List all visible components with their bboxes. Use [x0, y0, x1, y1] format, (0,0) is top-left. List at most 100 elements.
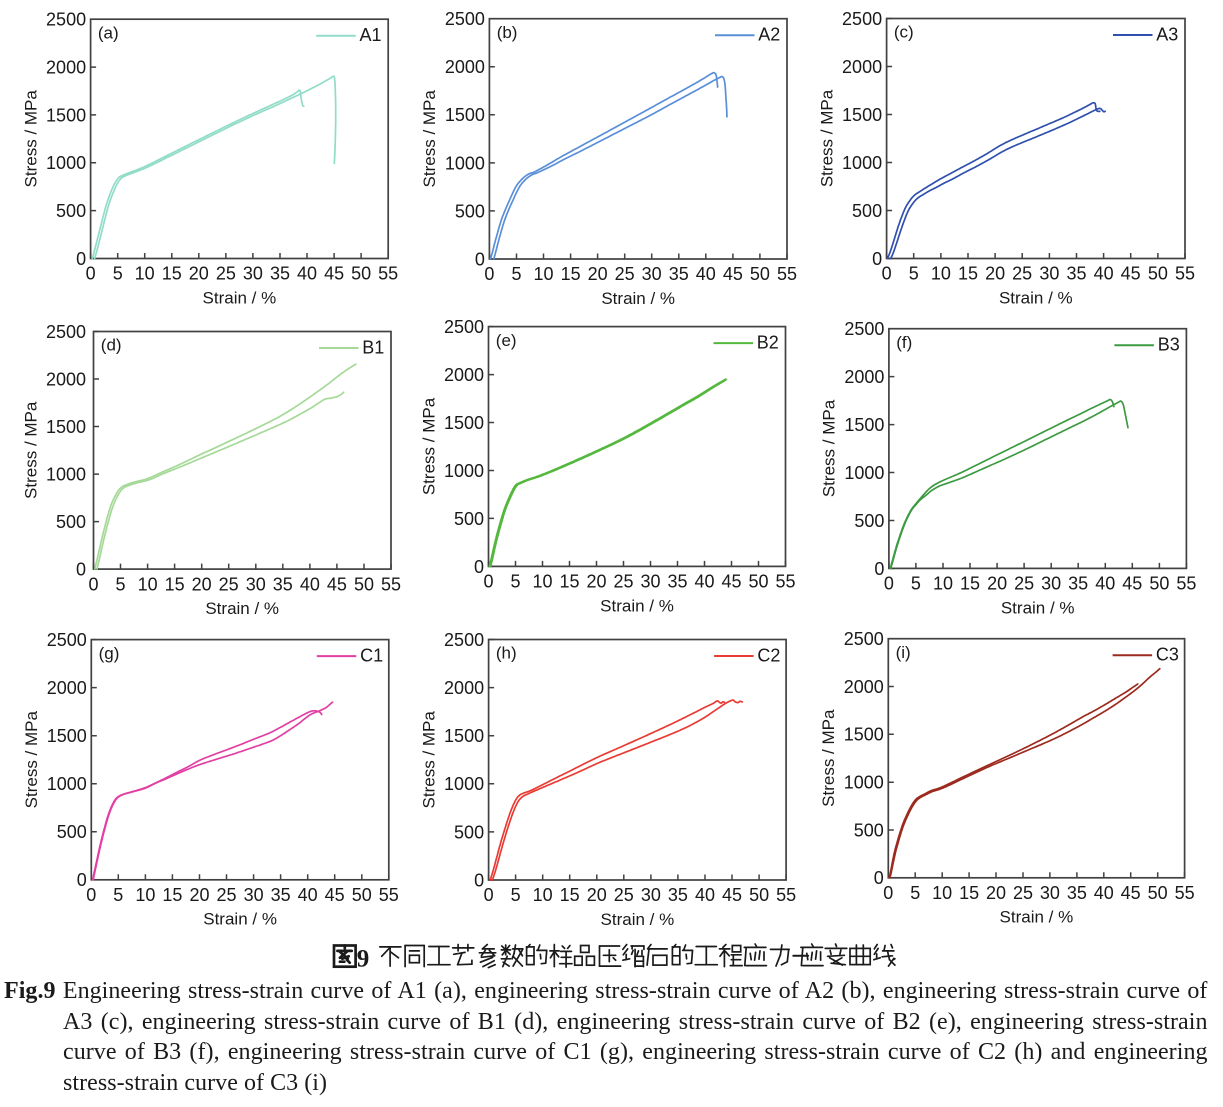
svg-text:2000: 2000 [444, 678, 484, 698]
svg-text:30: 30 [244, 885, 264, 905]
svg-text:50: 50 [351, 264, 371, 284]
svg-text:1000: 1000 [844, 463, 884, 483]
svg-text:50: 50 [352, 885, 372, 905]
svg-text:5: 5 [113, 885, 123, 905]
svg-text:25: 25 [613, 572, 633, 592]
svg-text:Stress / MPa: Stress / MPa [820, 399, 839, 497]
svg-text:Stress / MPa: Stress / MPa [22, 711, 41, 809]
svg-text:30: 30 [243, 264, 263, 284]
svg-text:45: 45 [325, 885, 345, 905]
svg-text:20: 20 [588, 264, 608, 284]
svg-text:1500: 1500 [444, 726, 484, 746]
svg-text:1500: 1500 [444, 413, 484, 433]
svg-text:1500: 1500 [46, 105, 86, 125]
svg-text:40: 40 [298, 885, 318, 905]
svg-text:0: 0 [483, 572, 493, 592]
svg-text:2500: 2500 [444, 317, 484, 337]
svg-text:1000: 1000 [842, 153, 882, 173]
svg-text:10: 10 [533, 264, 553, 284]
svg-text:45: 45 [723, 264, 743, 284]
svg-text:Strain / %: Strain / % [203, 288, 277, 307]
svg-text:(f): (f) [896, 333, 912, 352]
svg-text:5: 5 [115, 574, 125, 594]
svg-text:35: 35 [668, 885, 688, 905]
svg-text:2000: 2000 [842, 57, 882, 77]
svg-text:2500: 2500 [47, 630, 87, 650]
svg-text:0: 0 [883, 883, 893, 903]
svg-text:0: 0 [474, 557, 484, 577]
svg-text:25: 25 [1014, 574, 1034, 594]
svg-text:(c): (c) [894, 23, 914, 42]
svg-text:500: 500 [852, 201, 882, 221]
svg-text:50: 50 [749, 885, 769, 905]
svg-text:1000: 1000 [444, 774, 484, 794]
svg-text:35: 35 [273, 574, 293, 594]
svg-text:B1: B1 [362, 337, 384, 357]
svg-text:10: 10 [135, 264, 155, 284]
svg-text:(e): (e) [496, 331, 517, 350]
svg-text:25: 25 [219, 574, 239, 594]
svg-text:0: 0 [86, 885, 96, 905]
svg-text:20: 20 [192, 574, 212, 594]
svg-text:30: 30 [641, 885, 661, 905]
svg-text:2000: 2000 [844, 367, 884, 387]
svg-text:Strain / %: Strain / % [999, 288, 1073, 307]
svg-text:(b): (b) [497, 23, 518, 42]
svg-text:Stress / MPa: Stress / MPa [817, 89, 836, 187]
svg-text:9: 9 [357, 946, 370, 973]
svg-text:1000: 1000 [844, 773, 884, 793]
svg-text:(h): (h) [496, 644, 517, 663]
svg-text:0: 0 [484, 885, 494, 905]
svg-text:Strain / %: Strain / % [601, 910, 675, 929]
svg-text:(g): (g) [99, 644, 120, 663]
svg-text:Stress / MPa: Stress / MPa [819, 709, 838, 807]
svg-text:Strain / %: Strain / % [203, 910, 277, 929]
svg-text:500: 500 [454, 822, 484, 842]
svg-text:500: 500 [454, 509, 484, 529]
svg-text:0: 0 [874, 559, 884, 579]
svg-text:2000: 2000 [46, 58, 86, 78]
svg-text:0: 0 [474, 870, 484, 890]
svg-text:A3: A3 [1156, 24, 1178, 44]
svg-text:15: 15 [165, 574, 185, 594]
svg-text:20: 20 [586, 572, 606, 592]
svg-text:0: 0 [76, 560, 86, 580]
svg-text:35: 35 [270, 264, 290, 284]
svg-text:5: 5 [511, 885, 521, 905]
svg-text:2500: 2500 [844, 629, 884, 649]
svg-text:Stress / MPa: Stress / MPa [21, 401, 40, 499]
svg-text:35: 35 [669, 264, 689, 284]
svg-text:5: 5 [511, 264, 521, 284]
svg-text:40: 40 [695, 885, 715, 905]
svg-text:30: 30 [640, 572, 660, 592]
svg-text:1000: 1000 [444, 461, 484, 481]
svg-text:15: 15 [959, 883, 979, 903]
svg-text:55: 55 [775, 572, 795, 592]
svg-text:B2: B2 [757, 333, 779, 353]
svg-text:(d): (d) [101, 336, 122, 355]
svg-text:45: 45 [1122, 574, 1142, 594]
svg-text:25: 25 [615, 264, 635, 284]
svg-text:55: 55 [777, 264, 797, 284]
svg-text:C1: C1 [360, 646, 383, 666]
svg-text:C3: C3 [1156, 645, 1179, 665]
svg-text:30: 30 [1040, 883, 1060, 903]
svg-text:Strain / %: Strain / % [205, 599, 279, 618]
svg-text:2000: 2000 [844, 677, 884, 697]
svg-text:1500: 1500 [844, 415, 884, 435]
svg-text:50: 50 [354, 574, 374, 594]
svg-text:20: 20 [986, 883, 1006, 903]
svg-text:0: 0 [872, 249, 882, 269]
svg-text:20: 20 [587, 885, 607, 905]
svg-text:30: 30 [1041, 574, 1061, 594]
svg-text:500: 500 [56, 512, 86, 532]
svg-text:500: 500 [57, 822, 87, 842]
svg-text:30: 30 [642, 264, 662, 284]
svg-text:45: 45 [327, 574, 347, 594]
svg-text:15: 15 [561, 264, 581, 284]
svg-text:Stress / MPa: Stress / MPa [420, 90, 439, 188]
svg-text:50: 50 [750, 264, 770, 284]
svg-text:5: 5 [909, 264, 919, 284]
svg-text:Strain / %: Strain / % [600, 596, 674, 615]
svg-text:50: 50 [1149, 574, 1169, 594]
